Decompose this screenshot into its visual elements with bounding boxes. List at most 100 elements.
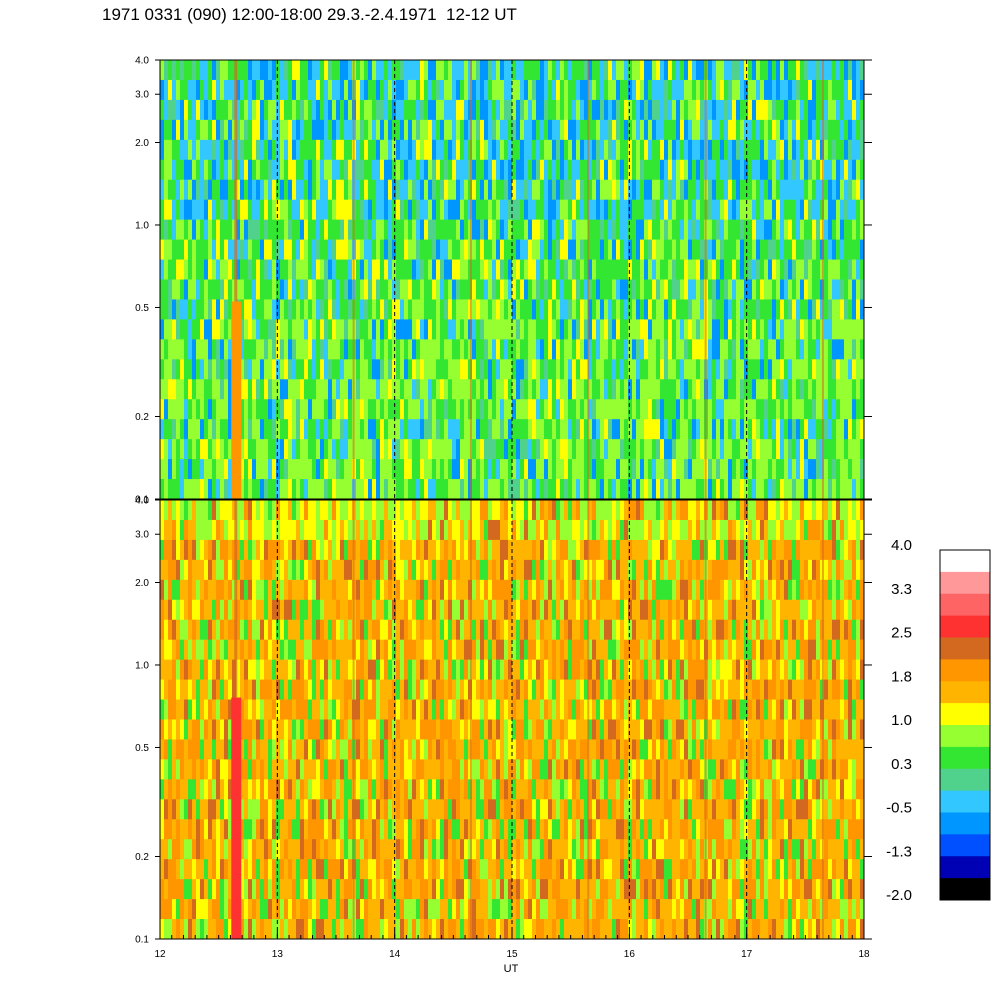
heatmap-cell xyxy=(392,319,396,340)
heatmap-cell xyxy=(388,179,392,201)
heatmap-cell xyxy=(736,199,740,221)
heatmap-cell xyxy=(412,79,416,101)
heatmap-cell xyxy=(224,919,228,940)
heatmap-cell xyxy=(280,579,284,601)
heatmap-cell xyxy=(672,359,676,380)
heatmap-cell xyxy=(320,559,324,581)
heatmap-cell xyxy=(716,419,720,440)
heatmap-cell xyxy=(612,339,616,360)
heatmap-cell xyxy=(260,779,264,800)
heatmap-cell xyxy=(384,339,388,360)
heatmap-cell xyxy=(328,199,332,221)
heatmap-cell xyxy=(336,159,340,181)
heatmap-cell xyxy=(176,399,180,420)
heatmap-cell xyxy=(612,459,616,480)
heatmap-cell xyxy=(240,500,244,521)
heatmap-cell xyxy=(712,339,716,360)
heatmap-cell xyxy=(444,139,448,161)
heatmap-cell xyxy=(560,419,564,440)
heatmap-cell xyxy=(264,279,268,300)
heatmap-cell xyxy=(176,619,180,641)
heatmap-cell xyxy=(388,199,392,221)
heatmap-cell xyxy=(316,559,320,581)
heatmap-cell xyxy=(224,599,228,621)
heatmap-cell xyxy=(188,219,192,241)
heatmap-cell xyxy=(296,139,300,161)
heatmap-cell xyxy=(508,259,512,280)
heatmap-cell xyxy=(696,359,700,380)
heatmap-cell xyxy=(668,419,672,440)
heatmap-cell xyxy=(692,339,696,360)
heatmap-cell xyxy=(300,699,304,720)
heatmap-cell xyxy=(192,99,196,121)
heatmap-cell xyxy=(836,79,840,101)
heatmap-cell xyxy=(300,799,304,820)
heatmap-cell xyxy=(748,99,752,121)
heatmap-cell xyxy=(784,459,788,480)
heatmap-cell xyxy=(636,79,640,101)
heatmap-cell xyxy=(280,779,284,800)
heatmap-cell xyxy=(720,99,724,121)
heatmap-cell xyxy=(308,239,312,261)
heatmap-cell xyxy=(772,479,776,500)
heatmap-cell xyxy=(484,439,488,460)
heatmap-cell xyxy=(396,159,400,181)
heatmap-cell xyxy=(808,379,812,400)
heatmap-cell xyxy=(196,759,200,780)
heatmap-cell xyxy=(464,339,468,360)
heatmap-cell xyxy=(516,259,520,280)
heatmap-cell xyxy=(244,459,248,480)
heatmap-cell xyxy=(488,339,492,360)
heatmap-cell xyxy=(428,159,432,181)
heatmap-cell xyxy=(228,479,232,500)
heatmap-cell xyxy=(164,839,168,860)
heatmap-cell xyxy=(272,279,276,300)
heatmap-cell xyxy=(812,60,816,81)
heatmap-cell xyxy=(612,279,616,300)
heatmap-cell xyxy=(412,279,416,300)
heatmap-cell xyxy=(180,500,184,521)
heatmap-cell xyxy=(856,479,860,500)
heatmap-cell xyxy=(288,799,292,820)
heatmap-cell xyxy=(216,859,220,880)
heatmap-cell xyxy=(628,339,632,360)
heatmap-cell xyxy=(316,799,320,820)
heatmap-cell xyxy=(244,259,248,280)
heatmap-cell xyxy=(196,179,200,201)
heatmap-cell xyxy=(360,479,364,500)
heatmap-cell xyxy=(812,339,816,360)
heatmap-cell xyxy=(184,79,188,101)
heatmap-cell xyxy=(688,339,692,360)
heatmap-cell xyxy=(228,839,232,860)
heatmap-cell xyxy=(240,719,244,740)
heatmap-cell xyxy=(700,139,704,161)
heatmap-cell xyxy=(212,759,216,780)
heatmap-cell xyxy=(408,219,412,241)
heatmap-cell xyxy=(776,419,780,440)
heatmap-cell xyxy=(240,299,244,320)
heatmap-cell xyxy=(340,559,344,581)
heatmap-cell xyxy=(200,839,204,860)
heatmap-cell xyxy=(412,459,416,480)
heatmap-cell xyxy=(252,279,256,300)
heatmap-cell xyxy=(348,879,352,900)
heatmap-cell xyxy=(340,759,344,780)
heatmap-cell xyxy=(744,359,748,380)
heatmap-cell xyxy=(776,60,780,81)
heatmap-cell xyxy=(776,79,780,101)
heatmap-cell xyxy=(452,139,456,161)
heatmap-cell xyxy=(244,79,248,101)
heatmap-cell xyxy=(208,119,212,141)
heatmap-cell xyxy=(388,359,392,380)
heatmap-cell xyxy=(632,79,636,101)
heatmap-cell xyxy=(192,779,196,800)
heatmap-cell xyxy=(556,99,560,121)
heatmap-cell xyxy=(464,259,468,280)
heatmap-cell xyxy=(756,79,760,101)
heatmap-cell xyxy=(840,259,844,280)
heatmap-cell xyxy=(300,239,304,261)
heatmap-cell xyxy=(264,119,268,141)
heatmap-cell xyxy=(160,299,164,320)
heatmap-cell xyxy=(504,279,508,300)
heatmap-cell xyxy=(624,199,628,221)
